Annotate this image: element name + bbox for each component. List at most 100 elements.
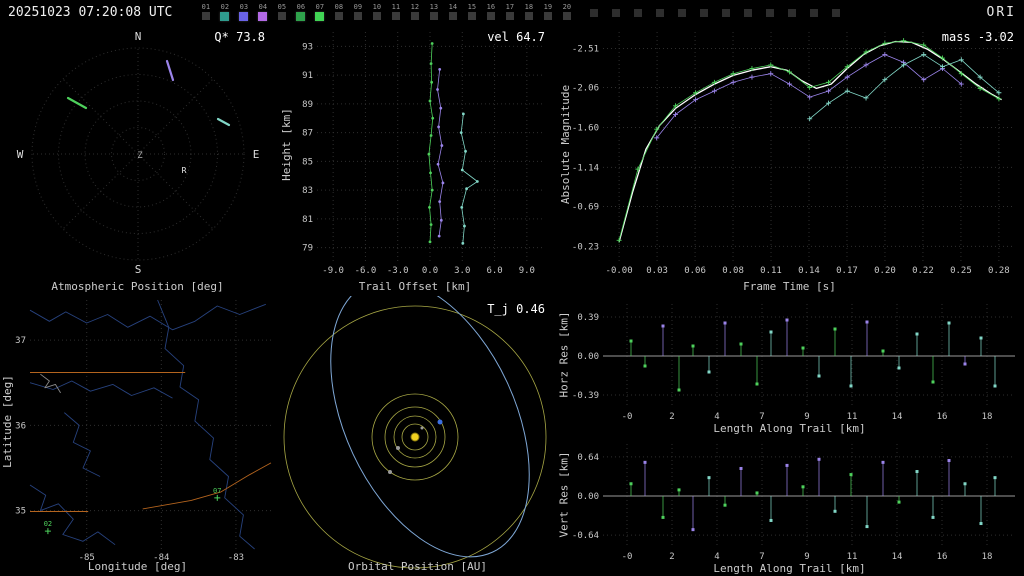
svg-text:-0.39: -0.39 [572,391,599,401]
station-indicator: 05 [272,4,291,20]
svg-text:14: 14 [892,552,903,562]
svg-text:0.00: 0.00 [577,492,599,502]
station-indicator: 18 [519,4,538,20]
station-status-box [239,11,249,21]
station-status-box [486,12,495,20]
station-id: 09 [353,3,363,11]
svg-text:-2.06: -2.06 [572,84,599,94]
svg-text:0.08: 0.08 [722,266,744,276]
station-id: 13 [429,3,439,11]
shower-code: ORI [986,4,1016,20]
station-status-box [353,12,362,20]
station-status-box [448,12,457,20]
svg-text:2: 2 [669,552,674,562]
station-status-box [334,12,343,20]
svg-text:02: 02 [44,520,52,528]
panel-horizontal-residuals: -0 2 4 7 9 11 14 16 18 0.39 0.00 -0.39 Horz Res [km… [555,296,1024,436]
svg-text:14: 14 [892,412,903,422]
station-status-box [410,12,419,20]
station-indicator: 13 [424,4,443,20]
station-id: 04 [258,2,268,11]
ground-track-map: -85 -84 -83 37 36 35 07 02 [15,299,272,563]
station-indicator: 09 [348,4,367,20]
station-slot-empty [832,8,841,17]
svg-text:-83: -83 [228,553,244,563]
svg-text:35: 35 [15,507,26,517]
station-status-box [429,12,438,20]
atmospheric-position-polar-plot: N E S W Z R [17,30,260,276]
station-status-box [277,12,286,20]
svg-text:S: S [135,263,142,276]
station-status-box [201,12,210,20]
svg-text:37: 37 [15,336,26,346]
svg-text:81: 81 [302,215,313,225]
station-status-box [315,11,325,21]
svg-text:N: N [135,30,142,43]
svg-text:-0.00: -0.00 [606,266,633,276]
station-indicator: 03 [234,2,253,21]
svg-text:79: 79 [302,244,313,254]
station-indicator: 12 [405,4,424,20]
svg-text:-0.23: -0.23 [572,242,599,252]
svg-text:0.06: 0.06 [684,266,706,276]
station-status-box [296,11,306,21]
svg-text:0.20: 0.20 [874,266,896,276]
station-id: 17 [505,3,515,11]
svg-text:9.0: 9.0 [519,266,535,276]
station-indicator: 04 [253,2,272,21]
svg-text:36: 36 [15,421,26,431]
svg-text:Z: Z [137,151,143,161]
svg-text:91: 91 [302,71,313,81]
svg-text:0.11: 0.11 [760,266,782,276]
station-status-box [467,12,476,20]
svg-text:-85: -85 [79,553,95,563]
station-slot-empty [722,8,731,17]
orbital-position-plot [283,296,547,569]
svg-text:3.0: 3.0 [454,266,470,276]
station-status-box [562,12,571,20]
svg-text:7: 7 [759,552,764,562]
svg-text:6.0: 6.0 [486,266,502,276]
station-indicator: 10 [367,4,386,20]
station-id: 18 [524,3,534,11]
station-indicator: 01 [196,4,215,20]
panel-orbit: T_j 0.46 Orbital Position [AU] [280,296,555,576]
station-id: 01 [201,3,211,11]
svg-text:89: 89 [302,100,313,110]
svg-text:W: W [17,148,24,161]
station-id: 11 [391,3,401,11]
svg-text:-84: -84 [153,553,169,563]
station-slot-empty [744,8,753,17]
svg-text:2: 2 [669,412,674,422]
svg-text:7: 7 [759,412,764,422]
panel-ground-map: -85 -84 -83 37 36 35 07 02 Latitude [deg] Longi… [0,296,275,576]
svg-text:11: 11 [847,412,858,422]
svg-text:0.28: 0.28 [988,266,1010,276]
station-indicator: 11 [386,4,405,20]
station-id: 03 [239,2,249,11]
station-id: 14 [448,3,458,11]
station-id: 08 [334,3,344,11]
station-status-box [220,11,230,21]
trail-offset-plot: -9.0 -6.0 -3.0 0.0 3.0 6.0 9.0 79 81 83 85 87 89 91 93 [302,32,543,276]
svg-text:11: 11 [847,552,858,562]
station-id: 02 [220,2,230,11]
svg-text:9: 9 [804,412,809,422]
station-indicator: 20 [557,4,576,20]
svg-text:R: R [182,166,187,175]
svg-text:-6.0: -6.0 [355,266,377,276]
station-strip: 01 02 03 04 05 06 07 08 09 10 11 12 13 14 15 16 17 18 19 20 [196,2,841,21]
station-id: 19 [543,3,553,11]
station-slot-empty [656,8,665,17]
station-indicator: 07 [310,3,329,21]
svg-text:0.25: 0.25 [950,266,972,276]
station-status-box [505,12,514,20]
svg-text:87: 87 [302,129,313,139]
svg-text:93: 93 [302,42,313,52]
panel-trail-offset: -9.0 -6.0 -3.0 0.0 3.0 6.0 9.0 79 81 83 85 87 89 91 93… [275,24,555,296]
vertical-residuals-plot: -0 2 4 7 9 11 14 16 18 0.64 0.00 -0.64 [572,444,1015,562]
station-indicator: 19 [538,4,557,20]
panel-light-curve: -0.00 0.03 0.06 0.08 0.11 0.14 0.17 0.20 0.22 0.2… [555,24,1024,296]
svg-text:4: 4 [714,412,719,422]
